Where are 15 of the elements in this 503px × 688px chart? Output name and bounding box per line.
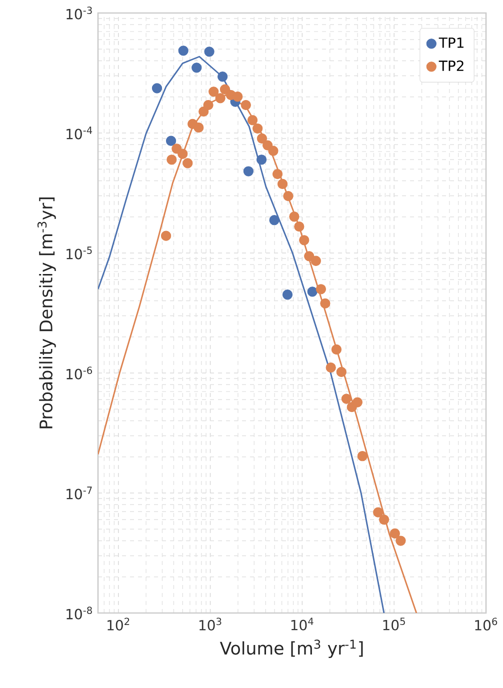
y-tick-label: 10$^{-6}$ [66, 366, 92, 380]
x-tick-label: 10$^{3}$ [199, 618, 222, 630]
y-tick-label: 10$^{-4}$ [66, 126, 92, 140]
x-tick-label: 10$^{6}$ [475, 618, 498, 630]
y-tick-label: 10$^{-7}$ [66, 486, 92, 500]
x-tick-label: 10$^{4}$ [291, 618, 314, 630]
y-tick-label: 10$^{-5}$ [66, 246, 92, 260]
legend-label: TP2 [438, 60, 464, 71]
x-tick-label: 10$^{5}$ [383, 618, 405, 630]
legend-label: TP1 [438, 38, 464, 48]
x-axis-title: Volume [m$^{3}$ yr$^{-1}$] [220, 640, 363, 658]
y-tick-label: 10$^{-3}$ [66, 6, 92, 20]
y-axis-title: Probability Densitiy [m$^{-3}$yr] [37, 198, 56, 428]
y-tick-label: 10$^{-8}$ [66, 606, 92, 620]
x-tick-label: 10$^{2}$ [108, 618, 130, 630]
